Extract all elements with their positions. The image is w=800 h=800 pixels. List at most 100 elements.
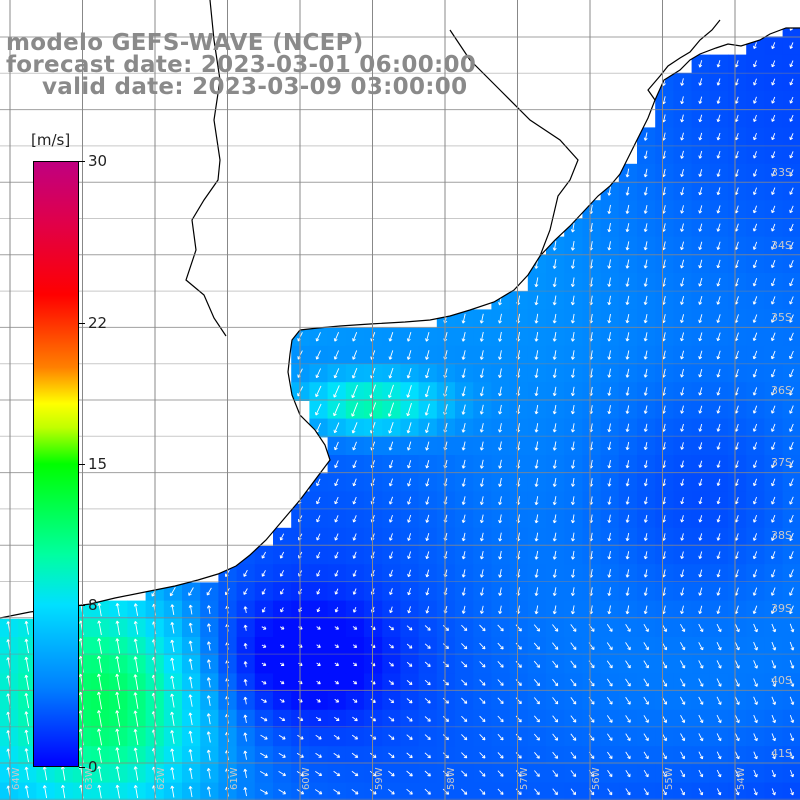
wind-speed-cell [637,782,656,800]
wind-arrow [498,514,503,524]
longitude-label: 54W [736,767,747,790]
wind-arrow [643,350,648,360]
wind-arrow [479,313,484,324]
wind-arrow [352,350,358,360]
wind-arrow [752,442,758,450]
wind-arrow [625,460,630,469]
wind-arrow [170,785,175,798]
wind-arrow [316,699,321,703]
wind-arrow [570,715,577,723]
wind-arrow [643,387,648,396]
wind-arrow [406,402,412,417]
wind-arrow [552,697,559,705]
wind-arrow [570,259,575,269]
wind-arrow [388,716,395,722]
wind-arrow [533,679,541,687]
wind-arrow [243,696,248,705]
wind-arrow [643,168,648,178]
wind-arrow [206,641,211,651]
wind-arrow [515,624,522,632]
wind-arrow [534,295,539,306]
wind-arrow [680,114,685,123]
wind-arrow [643,715,649,723]
wind-arrow [734,660,740,669]
wind-arrow [498,368,502,379]
wind-arrow [698,533,703,541]
wind-arrow [752,533,758,541]
wind-arrow [734,623,740,633]
wind-arrow [625,314,630,324]
wind-arrow [570,222,575,233]
wind-speed-cell [782,746,800,765]
wind-arrow [716,733,722,742]
wind-arrow [461,770,468,777]
wind-arrow [442,788,450,795]
wind-arrow [461,605,466,614]
wind-arrow [442,697,450,704]
wind-arrow [698,460,703,468]
wind-arrow [406,770,413,777]
wind-arrow [643,241,648,251]
wind-arrow [570,697,577,705]
wind-arrow [534,277,539,288]
wind-arrow [388,734,395,740]
wind-arrow [206,749,211,761]
wind-arrow [698,332,703,342]
wind-arrow [570,642,577,651]
wind-arrow [498,605,503,615]
wind-arrow [643,186,648,196]
wind-arrow [552,477,557,487]
wind-arrow [753,788,758,796]
wind-arrow [771,660,777,669]
wind-arrow [442,734,450,741]
wind-arrow [770,569,776,578]
wind-arrow [243,732,248,742]
wind-arrow [170,748,175,762]
wind-arrow [771,678,777,687]
wind-arrow [789,623,795,633]
wind-arrow [479,423,484,433]
wind-arrow [552,277,557,288]
wind-arrow [461,661,468,668]
wind-arrow [170,711,175,726]
wind-arrow [479,496,484,506]
wind-arrow [680,78,685,86]
wind-arrow [369,770,377,777]
wind-arrow [789,441,794,451]
wind-arrow [352,626,358,630]
wind-arrow [351,384,358,399]
wind-arrow [789,314,794,323]
wind-arrow [206,713,211,725]
wind-speed-cell [527,782,547,800]
wind-speed-cell [309,782,329,800]
wind-arrow [461,624,468,632]
wind-arrow [334,570,339,577]
wind-arrow [698,496,703,505]
wind-arrow [388,770,395,777]
wind-arrow [643,460,648,469]
wind-arrow [352,515,357,523]
wind-speed-cell [782,691,800,711]
colorbar-tick-label: 8 [88,596,98,615]
wind-arrow [698,150,703,159]
wind-arrow [680,733,686,742]
wind-arrow [259,771,268,777]
wind-arrow [352,588,357,595]
wind-arrow [389,606,393,614]
wind-arrow [316,515,321,523]
wind-arrow [388,332,394,342]
wind-arrow [752,387,758,396]
wind-arrow [424,697,431,704]
wind-arrow [770,278,776,287]
wind-arrow [789,733,795,742]
wind-arrow [771,788,776,796]
wind-arrow [734,714,740,724]
wind-arrow [716,114,721,123]
wind-arrow [534,605,539,615]
wind-arrow [607,532,612,542]
wind-arrow [698,241,703,251]
wind-arrow [424,422,430,434]
wind-arrow [334,478,339,487]
wind-arrow [570,478,575,487]
